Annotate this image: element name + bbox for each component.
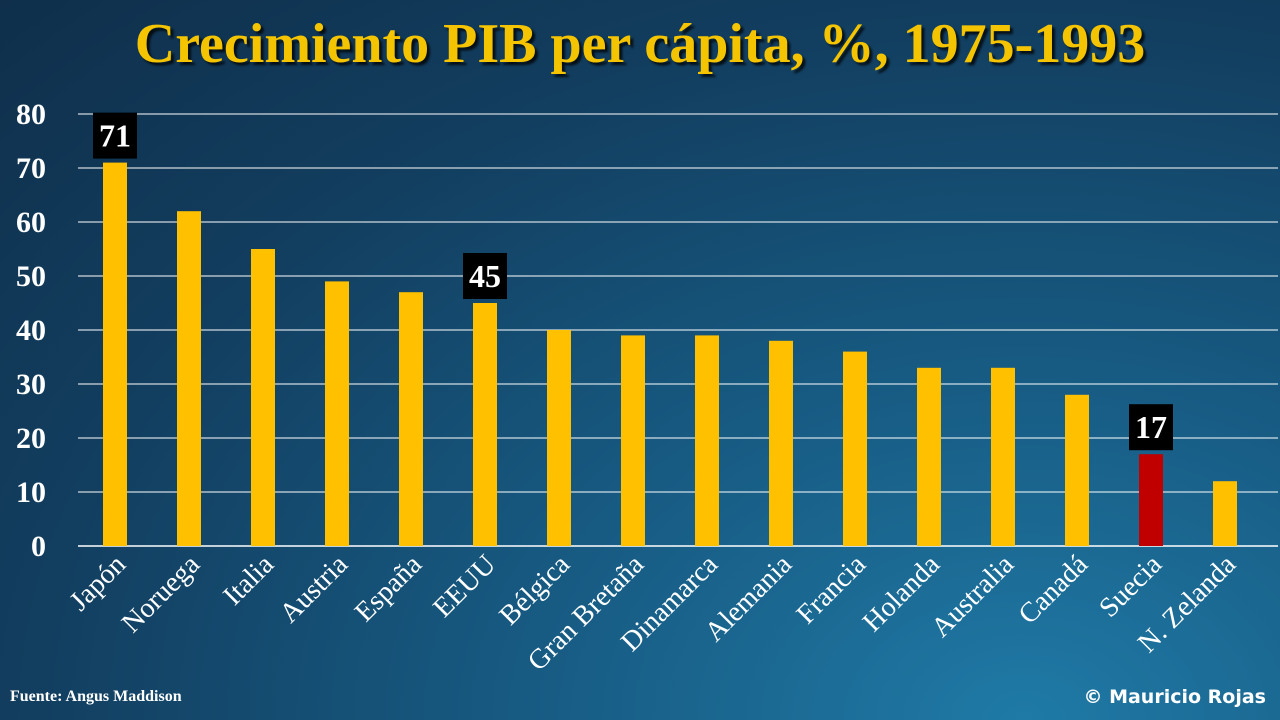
bar-7: [621, 335, 645, 546]
bar-4: [399, 292, 423, 546]
y-tick-label: 40: [16, 314, 46, 347]
bar-13: [1065, 394, 1089, 546]
bar-14: [1139, 454, 1163, 546]
y-tick-label: 0: [31, 530, 46, 563]
bar-3: [325, 281, 349, 546]
bar-6: [547, 330, 571, 546]
bar-8: [695, 335, 719, 546]
bars: [103, 162, 1237, 546]
x-tick-label: Australia: [925, 549, 1020, 644]
y-tick-label: 20: [16, 422, 46, 455]
x-tick-label: Noruega: [116, 549, 206, 639]
bar-9: [769, 340, 793, 546]
data-label-box: [93, 112, 137, 159]
bar-11: [917, 367, 941, 546]
bar-1: [177, 211, 201, 546]
x-tick-label: EEUU: [427, 549, 502, 624]
y-axis: 0 10 20 30 40 50 60 70 80: [16, 98, 46, 563]
data-label: 17: [1135, 409, 1167, 445]
chart-title: Crecimiento PIB per cápita, %, 1975-1993: [134, 13, 1146, 75]
y-tick-label: 80: [16, 98, 46, 131]
x-tick-label: Austria: [274, 549, 355, 630]
data-label: 45: [469, 258, 501, 294]
data-labels: 71 45 17: [93, 112, 1173, 451]
y-tick-label: 30: [16, 368, 46, 401]
bar-0: [103, 162, 127, 546]
y-tick-label: 50: [16, 260, 46, 293]
copyright-note: © Mauricio Rojas: [1083, 686, 1266, 708]
data-label-box: [463, 253, 507, 299]
y-tick-label: 70: [16, 152, 46, 185]
x-tick-label: Canadá: [1013, 549, 1095, 631]
x-tick-label: Italia: [217, 549, 280, 612]
bar-2: [251, 249, 275, 546]
x-tick-label: España: [349, 549, 428, 628]
y-tick-label: 10: [16, 476, 46, 509]
source-note: Fuente: Angus Maddison: [10, 688, 182, 705]
data-label: 71: [99, 118, 131, 154]
gridlines: [78, 113, 1278, 547]
bar-10: [843, 351, 867, 546]
bar-12: [991, 367, 1015, 546]
x-tick-label: Japón: [64, 549, 132, 617]
y-tick-label: 60: [16, 206, 46, 239]
bar-15: [1213, 481, 1237, 546]
bar-5: [473, 303, 497, 546]
data-label-box: [1129, 404, 1173, 451]
